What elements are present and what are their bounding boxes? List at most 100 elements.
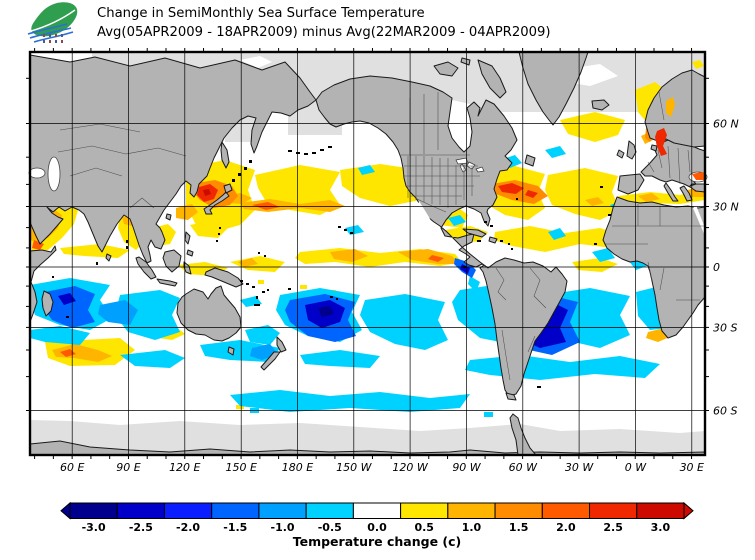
x-axis-label: 180 E <box>282 461 313 474</box>
great-lakes <box>455 157 485 173</box>
land-antarctica <box>29 440 706 456</box>
land-arctic-islands <box>433 57 507 99</box>
colorbar-segment <box>447 502 496 519</box>
x-axis-label: 150 E <box>225 461 256 474</box>
anomaly-cool-light-blue <box>98 189 456 360</box>
colorbar-left-arrow <box>60 501 71 520</box>
landmasses <box>29 51 706 401</box>
political-borders <box>57 91 704 381</box>
x-axis-label: 120 W <box>392 461 428 474</box>
colorbar-tick-label: -2.0 <box>176 521 200 534</box>
colorbar-tick-label: -3.0 <box>82 521 106 534</box>
colorbar-segment <box>211 502 260 519</box>
leaf-wave-logo <box>27 2 78 43</box>
anomaly-warm-yellow <box>30 60 705 409</box>
colorbar-tick-label: 2.5 <box>603 521 623 534</box>
land-iberia <box>617 173 645 195</box>
colorbar-tick-label: 1.0 <box>462 521 482 534</box>
colorbar-segment <box>400 502 449 519</box>
y-axis-label: 60 S <box>713 405 737 418</box>
colorbar-segment <box>636 502 685 519</box>
x-axis-label: 90 E <box>116 461 140 474</box>
colorbar-segment <box>258 502 307 519</box>
land-hispaniola <box>488 236 498 244</box>
x-axis-label: 150 W <box>336 461 372 474</box>
colorbar-right-arrow <box>683 501 694 520</box>
colorbar-tick-label: 2.0 <box>556 521 576 534</box>
black-sea-west <box>28 167 46 179</box>
x-axis-labels: 60 E 90 E 120 E 150 E 180 E 150 W 120 W 90 W 60 … <box>60 461 704 474</box>
x-axis-label: 60 E <box>60 461 84 474</box>
logo-caption-marks <box>43 34 63 43</box>
x-axis-label: 30 E <box>680 461 704 474</box>
colorbar-tick-label: -1.0 <box>271 521 295 534</box>
land-sakhalin <box>220 141 230 169</box>
land-java <box>156 278 178 287</box>
wave-line-1 <box>27 23 68 35</box>
colorbar-segment <box>541 502 591 519</box>
x-axis-label: 120 E <box>169 461 200 474</box>
colorbar-tick-label: 1.5 <box>509 521 529 534</box>
land-madagascar <box>41 290 54 317</box>
colorbar-segment <box>163 502 213 519</box>
land-philippines <box>184 231 194 257</box>
land-east-africa-strip <box>29 245 57 323</box>
land-sulawesi <box>183 261 192 275</box>
colorbar-segments <box>69 502 685 519</box>
title-line-1: Change in SemiMonthly Sea Surface Temper… <box>97 6 425 21</box>
colorbar: -3.0 -2.5 -2.0 -1.5 -1.0 -0.5 0.0 0.5 1.0 1.5 2.0 2… <box>60 501 694 549</box>
land-sri-lanka <box>105 253 112 262</box>
wave-line-2 <box>29 27 72 39</box>
land-balkans-greece <box>679 185 693 202</box>
land-britain <box>626 140 637 160</box>
caspian-sea <box>47 156 61 192</box>
colorbar-tick-label: 0.0 <box>367 521 387 534</box>
colorbar-segment <box>69 502 118 519</box>
land-taiwan <box>165 213 172 221</box>
x-axis-label: 30 W <box>565 461 594 474</box>
colorbar-segment <box>589 502 638 519</box>
y-axis-label: 60 N <box>713 118 739 131</box>
land-eurasia <box>29 54 317 264</box>
land-iceland <box>591 99 610 111</box>
colorbar-tick-label: -0.5 <box>318 521 342 534</box>
map-panel: 60 E 90 E 120 E 150 E 180 E 150 W 120 W 90 W 60 … <box>26 48 739 474</box>
colorbar-segment <box>116 502 165 519</box>
land-ireland <box>616 149 625 159</box>
gulf-of-bothnia-anomaly <box>666 97 675 117</box>
land-greenland <box>518 51 589 126</box>
land-tasmania <box>227 346 235 356</box>
land-borneo <box>162 249 182 273</box>
small-islands <box>52 146 611 388</box>
tick-layer <box>26 48 709 459</box>
leaf-vein <box>30 9 76 32</box>
colorbar-segment <box>305 502 354 519</box>
land-denmark <box>650 144 658 152</box>
colorbar-segment <box>494 502 543 519</box>
colorbar-segment <box>352 502 402 519</box>
y-axis-label: 30 S <box>713 322 737 335</box>
land-new-zealand <box>260 336 287 371</box>
colorbar-tick-labels: -3.0 -2.5 -2.0 -1.5 -1.0 -0.5 0.0 0.5 1.0 1.5 2.0 2… <box>82 521 671 534</box>
land-tierra-del-fuego <box>505 392 517 401</box>
land-sumatra <box>135 256 157 280</box>
y-axis-labels: 60 N 30 N 0 30 S 60 S <box>713 118 739 418</box>
black-sea-anomaly <box>692 172 705 180</box>
colorbar-caption: Temperature change (c) <box>293 534 462 549</box>
baltic-sea-anomaly <box>655 128 667 156</box>
land-south-america <box>479 257 568 397</box>
y-axis-label: 30 N <box>713 201 739 214</box>
land-cuba <box>462 228 487 238</box>
colorbar-tick-label: 3.0 <box>651 521 671 534</box>
grid-layer <box>30 52 705 455</box>
x-axis-label: 0 W <box>625 461 647 474</box>
colorbar-tick-label: -1.5 <box>223 521 247 534</box>
land-north-america <box>315 75 518 269</box>
inland-waters <box>28 97 708 236</box>
land-newfoundland <box>524 154 536 167</box>
colorbar-tick-label: -2.5 <box>129 521 153 534</box>
colorbar-tick-label: 0.5 <box>414 521 434 534</box>
land-italy <box>663 182 679 202</box>
